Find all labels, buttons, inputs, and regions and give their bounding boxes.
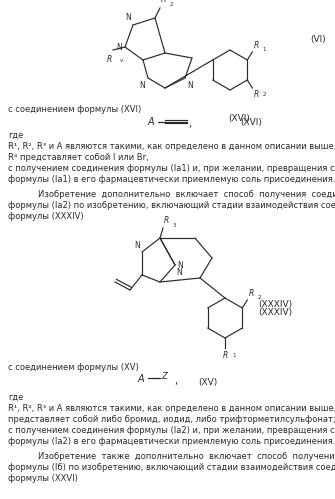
Text: N: N (139, 81, 145, 90)
Text: A: A (138, 374, 145, 384)
Text: R¹, R², R³ и A являются такими, как определено в данном описании выше, и Z: R¹, R², R³ и A являются такими, как опре… (8, 404, 335, 413)
Text: Z: Z (161, 372, 167, 381)
Text: N: N (177, 260, 183, 269)
Text: 3: 3 (173, 223, 177, 228)
Text: формулы (XXVI): формулы (XXVI) (8, 474, 78, 483)
Text: с получением соединения формулы (Ia2) и, при желании, превращения соединения: с получением соединения формулы (Ia2) и,… (8, 426, 335, 435)
Text: где: где (8, 131, 23, 140)
Text: (XXXIV): (XXXIV) (258, 308, 292, 317)
Text: R: R (107, 55, 112, 64)
Text: R⁴ представляет собой I или Br,: R⁴ представляет собой I или Br, (8, 153, 149, 162)
Text: R: R (164, 216, 169, 225)
Text: представляет собой либо бромид, иодид, либо трифторметилсульфонат;: представляет собой либо бромид, иодид, л… (8, 415, 335, 424)
Text: 1: 1 (262, 47, 266, 52)
Text: формулы (Ia2) по изобретению, включающий стадии взаимодействия соединения: формулы (Ia2) по изобретению, включающий… (8, 201, 335, 210)
Text: N: N (187, 81, 193, 90)
Text: (XXXIV): (XXXIV) (258, 300, 292, 309)
Text: формулы (Ia2) в его фармацевтически приемлемую соль присоединения.: формулы (Ia2) в его фармацевтически прие… (8, 437, 335, 446)
Text: (VI): (VI) (310, 35, 326, 44)
Text: 1: 1 (232, 353, 236, 358)
Text: A: A (148, 117, 155, 127)
Text: с соединением формулы (XVI): с соединением формулы (XVI) (8, 105, 141, 114)
Text: Изобретение  также  дополнительно  включает  способ  получения  соединений: Изобретение также дополнительно включает… (38, 452, 335, 461)
Text: где: где (8, 393, 23, 402)
Text: ,: , (188, 119, 191, 129)
Text: с соединением формулы (XV): с соединением формулы (XV) (8, 363, 139, 372)
Text: формулы (XXXIV): формулы (XXXIV) (8, 212, 84, 221)
Text: N: N (176, 268, 182, 277)
Text: 2: 2 (262, 92, 266, 97)
Text: v: v (120, 58, 123, 63)
Text: R: R (248, 289, 254, 298)
Text: (XVI): (XVI) (240, 118, 262, 127)
Text: формулы (Іб) по изобретению, включающий стадии взаимодействия соединения: формулы (Іб) по изобретению, включающий … (8, 463, 335, 472)
Text: R: R (223, 351, 228, 360)
Text: 2: 2 (170, 2, 174, 7)
Text: ,: , (174, 376, 177, 386)
Text: (XVI): (XVI) (228, 114, 250, 123)
Text: N: N (116, 42, 122, 51)
Text: R: R (253, 41, 259, 50)
Text: (XV): (XV) (198, 378, 217, 387)
Text: R: R (161, 0, 166, 4)
Text: R¹, R², R³ и A являются такими, как определено в данном описании выше,: R¹, R², R³ и A являются такими, как опре… (8, 142, 335, 151)
Text: R: R (253, 90, 259, 99)
Text: N: N (125, 13, 131, 22)
Text: 2: 2 (257, 295, 261, 300)
Text: с получением соединения формулы (Ia1) и, при желании, превращения соединения: с получением соединения формулы (Ia1) и,… (8, 164, 335, 173)
Text: N: N (134, 241, 140, 250)
Text: Изобретение  дополнительно  включает  способ  получения  соединений: Изобретение дополнительно включает спосо… (38, 190, 335, 199)
Text: формулы (Ia1) в его фармацевтически приемлемую соль присоединения.: формулы (Ia1) в его фармацевтически прие… (8, 175, 335, 184)
